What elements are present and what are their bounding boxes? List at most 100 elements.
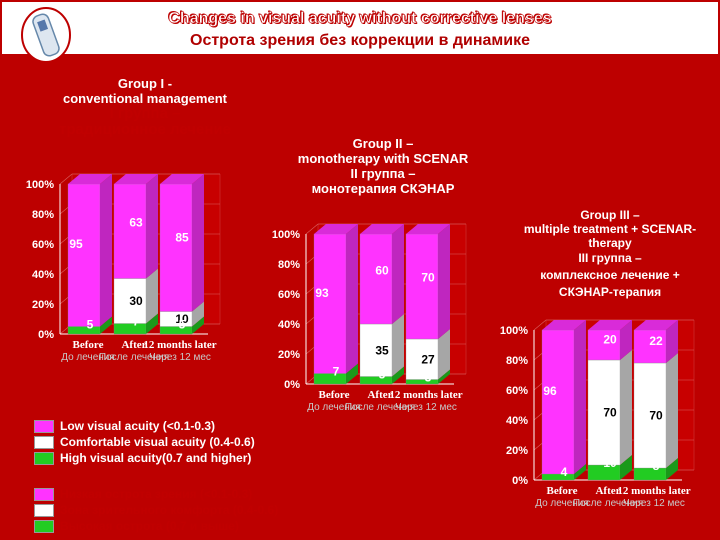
chart3-bar-1-side-2 <box>574 464 586 480</box>
chart2-bar-2-side-1 <box>392 314 404 377</box>
chart3-bar-2-seg-1 <box>587 359 621 466</box>
header-bar <box>2 2 718 54</box>
chart2-grid-diag <box>305 223 319 235</box>
chart2-bar-3-seg-0 <box>405 233 439 340</box>
chart2-bar-1-seg-0 <box>313 233 347 374</box>
chart2-data-label: 70 <box>421 270 435 284</box>
chart3-bar-3-side-0 <box>666 320 678 363</box>
chart1-ytick-label: 100% <box>26 179 54 191</box>
legend-swatch-high <box>34 451 54 465</box>
chart2-category-label-ru: До лечения <box>307 402 361 413</box>
group2-title-ru: II группа – монотерапия СКЭНАР <box>311 166 455 196</box>
group3-label: Group III – multiple treatment + SCENAR-… <box>500 208 720 301</box>
legend-ru-swatch-comfortable <box>34 503 54 517</box>
group3-title-ru: III группа – комплексное лечение + СКЭНА… <box>540 251 680 299</box>
chart2-category-label-ru: Через 12 мес <box>395 402 457 413</box>
title-russian: Острота зрения без коррекции в динамике <box>190 32 530 49</box>
chart1-bar-3-top <box>160 174 204 184</box>
chart2-category-label: Before <box>319 389 350 401</box>
chart3-bar-1-seg-2 <box>541 473 575 481</box>
legend-ru-swatch-high <box>34 519 54 533</box>
chart2-bar-3-side-2 <box>438 369 450 384</box>
chart3-category-label-ru: Через 12 мес <box>623 498 685 509</box>
chart1-bar-2-seg-1 <box>113 278 147 324</box>
chart2-bar-2-side-0 <box>392 224 404 324</box>
chart1-data-label: 30 <box>129 294 143 308</box>
legend-item-comfortable: Comfortable visual acuity (0.4-0.6) <box>34 434 255 450</box>
chart2-ytick-label: 40% <box>278 319 300 331</box>
chart1-bar-2-top <box>114 174 158 184</box>
chart1-bar-3-side-0 <box>192 174 204 312</box>
device-logo-icon <box>21 7 71 63</box>
chart3-data-label: 8 <box>653 459 660 473</box>
chart1-bar-1-side-0 <box>100 174 112 327</box>
legend-ru-label-low: Низкая острота зрения (<0.1-0.3) <box>60 487 253 501</box>
chart1-category-label-ru: Через 12 мес <box>149 352 211 363</box>
chart3-grid-diag <box>533 319 547 331</box>
chart1-bar-2-seg-2 <box>113 323 147 335</box>
chart1-ytick-label: 80% <box>32 209 54 221</box>
chart1-ytick-label: 20% <box>32 299 54 311</box>
chart3-bar-3-seg-2 <box>633 467 667 481</box>
chart3-data-label: 70 <box>649 409 663 423</box>
chart2-ytick-label: 80% <box>278 259 300 271</box>
chart2-bar-1-side-2 <box>346 363 358 384</box>
chart1-bar-1-side-2 <box>100 316 112 334</box>
chart1-category-label-ru: После лечения <box>99 352 169 363</box>
chart3-bar-3-top <box>634 320 678 330</box>
legend-ru-label-high: Высокая острота (0.7 и выше) <box>60 519 239 533</box>
chart2-data-label: 7 <box>333 365 340 379</box>
chart3-ytick-label: 0% <box>512 475 528 487</box>
legend-label-low: Low visual acuity (<0.1-0.3) <box>60 419 216 433</box>
chart1-bar-2-side-0 <box>146 174 158 279</box>
group2-title-en: Group II – monotherapy with SCENAR <box>297 136 469 166</box>
group1-title-ru: I группа – традиционное лечение <box>59 105 231 138</box>
chart3-category-label: After <box>595 485 620 497</box>
group3-title-en: Group III – multiple treatment + SCENAR-… <box>523 208 697 250</box>
chart3-ytick-label: 100% <box>500 325 528 337</box>
chart2-data-label: 3 <box>425 371 432 385</box>
chart3-ytick-label: 40% <box>506 415 528 427</box>
chart1-data-label: 5 <box>179 318 186 332</box>
chart3-category-label-ru: До лечения <box>535 498 589 509</box>
chart2-data-label: 93 <box>315 286 329 300</box>
chart1-data-label: 85 <box>175 230 189 244</box>
legend-item-high: High visual acuity(0.7 and higher) <box>34 450 255 466</box>
chart1-bar-2-side-1 <box>146 268 158 324</box>
chart3-data-label: 22 <box>649 334 663 348</box>
chart2-bar-2-side-2 <box>392 366 404 384</box>
chart2-data-label: 27 <box>421 352 435 366</box>
chart2-data-label: 5 <box>379 368 386 382</box>
chart3-ytick-label: 80% <box>506 355 528 367</box>
legend-label-comfortable: Comfortable visual acuity (0.4-0.6) <box>60 435 255 449</box>
chart2-bar-1-top <box>314 224 358 234</box>
chart1-bar-3-seg-0 <box>159 183 193 312</box>
group2-label: Group II – monotherapy with SCENAR II гр… <box>278 136 488 196</box>
chart2-data-label: 60 <box>375 264 389 278</box>
group1-title-en: Group I - conventional management <box>63 76 227 106</box>
title-english: Changes in visual acuity without correct… <box>168 10 552 28</box>
chart3-data-label: 70 <box>603 406 617 420</box>
chart2-bar-3-side-1 <box>438 329 450 380</box>
chart1-bar-1-seg-0 <box>67 183 101 327</box>
chart3-data-label: 10 <box>603 456 617 470</box>
chart3-ytick-label: 20% <box>506 445 528 457</box>
chart3-bar-2-side-0 <box>620 320 632 360</box>
chart3-data-label: 20 <box>603 333 617 347</box>
chart2-category-label-ru: После лечения <box>345 402 415 413</box>
chart1-bar-1-top <box>68 174 112 184</box>
chart1-category-label-ru: До лечения <box>61 352 115 363</box>
chart1-grid-diag <box>59 173 73 185</box>
chart2-ytick-label: 0% <box>284 379 300 391</box>
chart1-bar-3-side-1 <box>192 301 204 327</box>
chart2-bar-3-seg-2 <box>405 379 439 385</box>
chart3-data-label: 96 <box>543 384 557 398</box>
legend-label-high: High visual acuity(0.7 and higher) <box>60 451 252 465</box>
chart2-bar-2-seg-2 <box>359 376 393 385</box>
chart1-category-label: 12 months later <box>143 339 216 351</box>
chart2-bar-1-seg-2 <box>313 373 347 385</box>
chart3-bar-1-seg-0 <box>541 329 575 475</box>
chart1-category-label: After <box>121 339 146 351</box>
chart2-bar-2-top <box>360 224 404 234</box>
